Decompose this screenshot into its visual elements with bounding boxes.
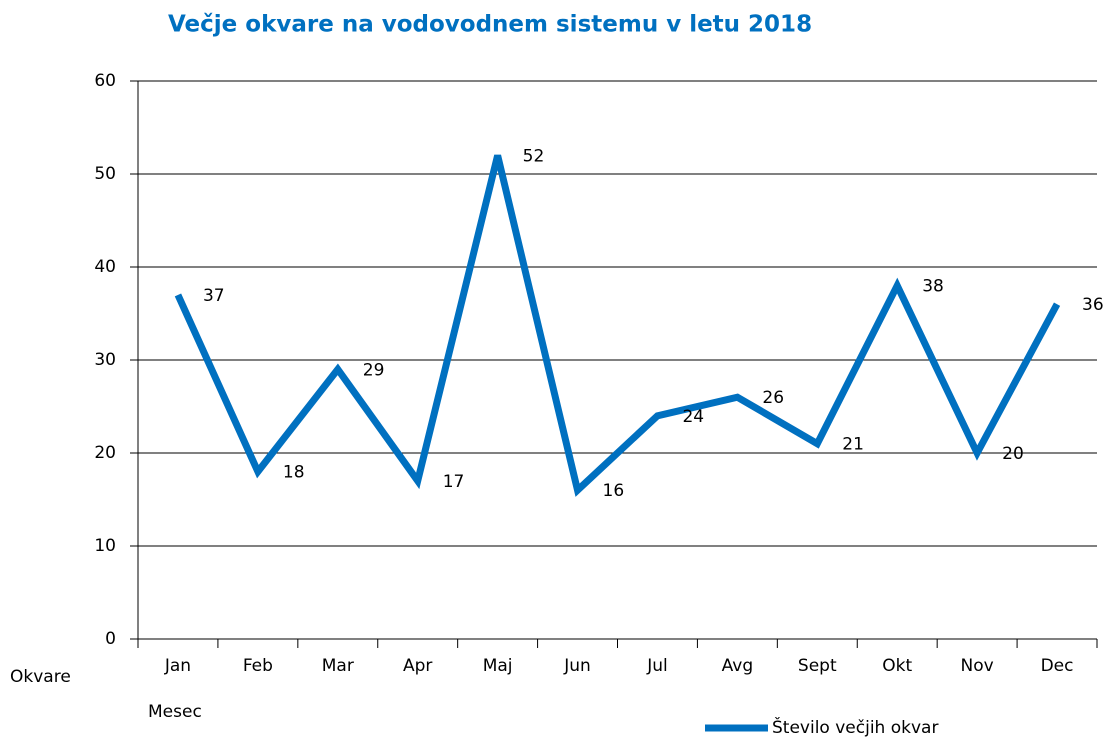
x-tick-label: Maj <box>483 656 513 676</box>
data-label: 17 <box>443 472 465 492</box>
y-tick-label: 30 <box>94 350 116 370</box>
x-tick-label: Nov <box>961 656 994 676</box>
x-tick-label: Jul <box>646 656 668 676</box>
data-label: 20 <box>1002 444 1024 464</box>
y-tick-label: 60 <box>94 71 116 91</box>
data-label: 21 <box>842 435 864 455</box>
y-tick-label: 10 <box>94 536 116 556</box>
data-label: 18 <box>283 463 305 483</box>
x-tick-label: Mar <box>322 656 354 676</box>
data-label: 24 <box>682 407 704 427</box>
chart-title: Večje okvare na vodovodnem sistemu v let… <box>168 12 812 38</box>
data-label: 37 <box>203 286 225 306</box>
y-axis-label: Okvare <box>10 667 71 687</box>
data-label: 16 <box>603 481 625 501</box>
data-line <box>174 154 1061 497</box>
legend-label: Število večjih okvar <box>772 716 938 738</box>
y-tick-label: 50 <box>94 164 116 184</box>
data-label: 36 <box>1082 295 1104 315</box>
x-tick-label: Jan <box>164 656 191 676</box>
x-tick-label: Sept <box>798 656 837 676</box>
x-tick-label: Okt <box>882 656 912 676</box>
x-axis-label: Mesec <box>148 702 202 722</box>
x-tick-label: Avg <box>722 656 754 676</box>
data-label: 26 <box>762 388 784 408</box>
data-label: 52 <box>523 146 545 166</box>
data-label: 29 <box>363 360 385 380</box>
y-tick-label: 40 <box>94 257 116 277</box>
y-tick-label: 20 <box>94 443 116 463</box>
x-tick-label: Feb <box>243 656 273 676</box>
data-label: 38 <box>922 277 944 297</box>
y-tick-label: 0 <box>105 629 116 649</box>
x-tick-label: Apr <box>403 656 432 676</box>
x-tick-label: Jun <box>563 656 591 676</box>
x-tick-label: Dec <box>1041 656 1074 676</box>
